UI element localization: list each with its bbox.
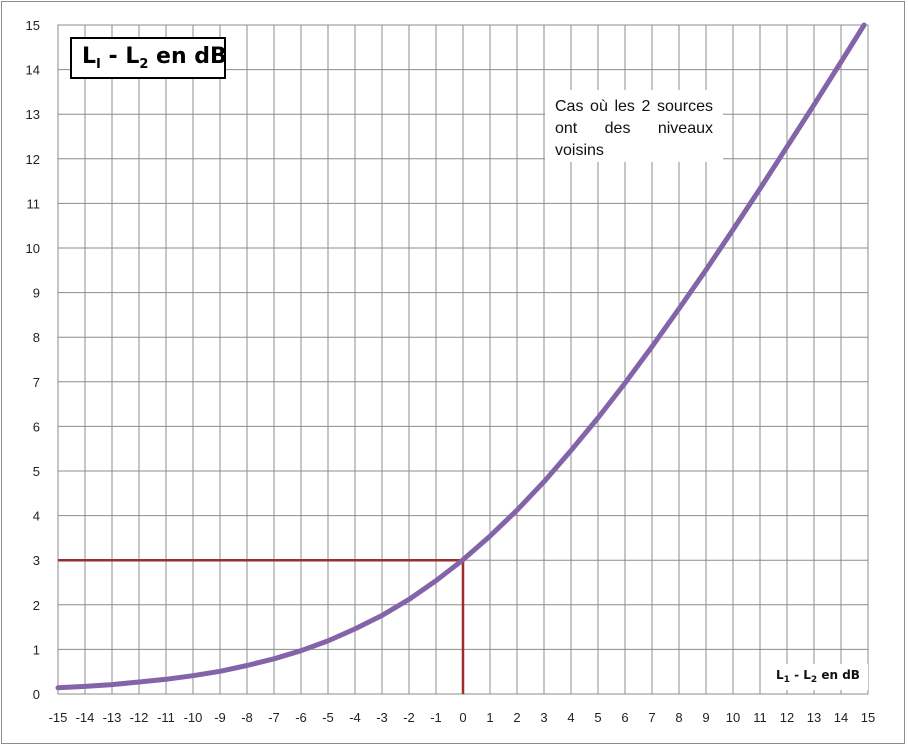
x-tick-labels: -15 -14 -13 -12 -11 -10 -9 -8 -7 -6 -5 -4 -3 -2 -1 0 1 2 3… [49, 710, 876, 725]
y-tick-label: 6 [33, 419, 40, 434]
y-tick-label: 10 [26, 241, 40, 256]
xlabel-dash: - L [789, 668, 811, 682]
annotation-text: Cas où les 2 sources ont des niveaux voi… [555, 98, 713, 159]
title-box: LI - L2 en dB [70, 37, 227, 79]
x-tick-label: 0 [459, 710, 466, 725]
x-tick-label: -6 [295, 710, 307, 725]
title-sub1: I [96, 57, 101, 72]
y-tick-label: 1 [33, 642, 40, 657]
x-tick-label: 6 [621, 710, 628, 725]
x-tick-label: -14 [76, 710, 95, 725]
x-tick-label: 5 [594, 710, 601, 725]
annotation-box: Cas où les 2 sources ont des niveaux voi… [545, 90, 723, 162]
x-tick-label: 8 [675, 710, 682, 725]
y-tick-label: 4 [33, 509, 40, 524]
x-tick-label: -7 [268, 710, 280, 725]
x-tick-label: -11 [157, 710, 175, 725]
x-tick-label: 1 [486, 710, 493, 725]
y-tick-label: 13 [26, 107, 40, 122]
y-tick-label: 9 [33, 286, 40, 301]
x-axis-label-box: L1 - L2 en dB [770, 664, 868, 690]
y-tick-label: 2 [33, 598, 40, 613]
x-tick-label: -12 [130, 710, 149, 725]
y-tick-label: 12 [26, 152, 40, 167]
title-sub2: 2 [139, 57, 149, 72]
x-tick-label: 2 [513, 710, 520, 725]
xlabel-sub1: 1 [783, 675, 790, 685]
x-tick-label: -9 [214, 710, 226, 725]
title-rest: en dB [148, 44, 227, 69]
series-group [55, 22, 867, 691]
x-tick-label: -15 [49, 710, 68, 725]
series-line [55, 22, 867, 691]
y-tick-label: 0 [33, 687, 40, 702]
y-tick-label: 14 [26, 63, 40, 78]
y-tick-label: 8 [33, 330, 40, 345]
x-axis-label: L1 - L2 en dB [776, 668, 860, 685]
x-tick-label: 10 [726, 710, 740, 725]
y-tick-label: 5 [33, 464, 40, 479]
x-tick-label: 11 [753, 710, 767, 725]
x-tick-label: -8 [241, 710, 253, 725]
x-tick-label: -3 [376, 710, 388, 725]
y-tick-label: 11 [27, 196, 41, 211]
x-tick-label: 14 [834, 710, 848, 725]
x-tick-label: 12 [780, 710, 794, 725]
x-tick-label: -10 [184, 710, 203, 725]
chart-title: LI - L2 en dB [82, 44, 227, 72]
x-tick-label: -13 [103, 710, 122, 725]
x-tick-label: -1 [430, 710, 442, 725]
title-main: L [82, 44, 97, 69]
title-dash: - L [100, 44, 140, 69]
x-tick-label: 7 [648, 710, 655, 725]
y-tick-label: 7 [33, 375, 40, 390]
x-tick-label: -5 [322, 710, 334, 725]
xlabel-sub2: 2 [810, 675, 818, 685]
x-tick-label: 9 [702, 710, 709, 725]
xlabel-main: L [776, 668, 784, 682]
reference-lines [58, 558, 465, 694]
xlabel-rest: en dB [817, 668, 860, 682]
x-tick-label: 4 [567, 710, 574, 725]
x-tick-label: -4 [349, 710, 361, 725]
x-tick-label: 15 [861, 710, 875, 725]
y-tick-label: 15 [26, 18, 40, 33]
y-tick-label: 3 [33, 553, 40, 568]
x-tick-label: 13 [807, 710, 821, 725]
x-tick-label: 3 [540, 710, 547, 725]
x-tick-label: -2 [403, 710, 415, 725]
